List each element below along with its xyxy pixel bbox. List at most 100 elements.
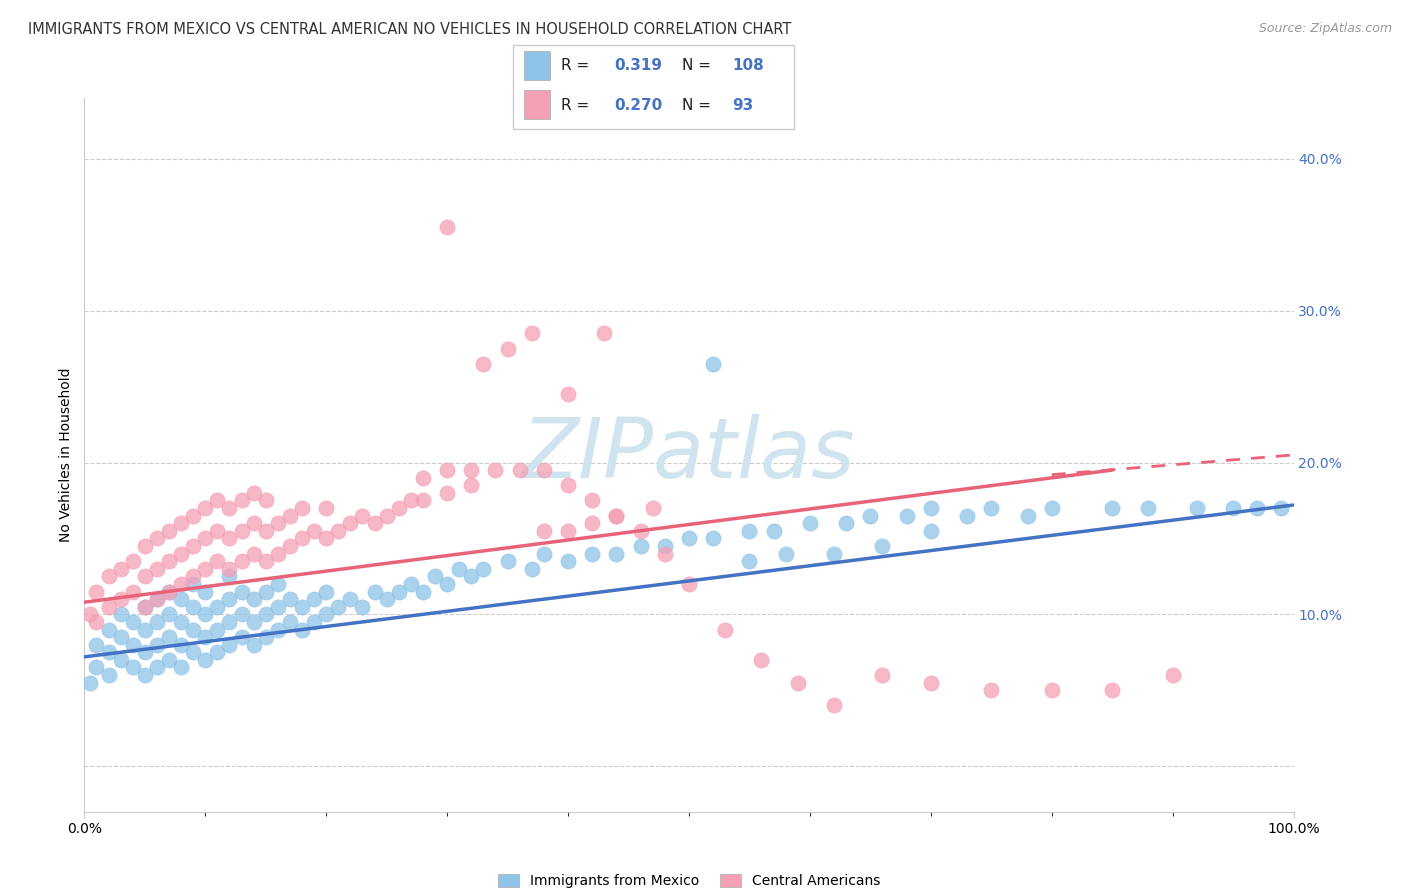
Point [751, 653, 773, 667]
Point [242, 486, 264, 500]
Point [1222, 501, 1244, 516]
Point [254, 607, 277, 622]
Point [110, 607, 132, 622]
Point [86, 638, 108, 652]
Point [121, 660, 143, 674]
Point [231, 607, 253, 622]
Point [134, 569, 156, 583]
Point [267, 516, 290, 531]
Point [170, 592, 193, 607]
Point [678, 532, 700, 546]
Point [581, 516, 603, 531]
Point [157, 584, 180, 599]
Point [520, 562, 543, 576]
Point [738, 524, 761, 538]
Point [207, 554, 229, 568]
Point [775, 547, 797, 561]
Text: Source: ZipAtlas.com: Source: ZipAtlas.com [1258, 22, 1392, 36]
Point [302, 615, 325, 629]
Point [363, 584, 385, 599]
Point [194, 653, 217, 667]
Point [231, 493, 253, 508]
Point [110, 653, 132, 667]
Point [1040, 683, 1063, 698]
Point [170, 615, 193, 629]
Text: N =: N = [682, 98, 716, 113]
Point [449, 562, 471, 576]
Point [533, 524, 555, 538]
Point [423, 569, 446, 583]
Point [170, 547, 193, 561]
Point [181, 623, 204, 637]
Point [170, 516, 193, 531]
Point [157, 653, 180, 667]
Point [436, 486, 458, 500]
Point [254, 630, 277, 644]
Point [97, 623, 120, 637]
Point [352, 508, 374, 523]
Point [207, 645, 229, 659]
Y-axis label: No Vehicles in Household: No Vehicles in Household [59, 368, 73, 542]
Point [872, 539, 894, 553]
Point [920, 501, 942, 516]
Point [278, 539, 301, 553]
FancyBboxPatch shape [524, 51, 550, 80]
Point [799, 516, 821, 531]
Point [134, 599, 156, 614]
Point [678, 577, 700, 591]
Point [157, 630, 180, 644]
Point [738, 554, 761, 568]
Point [242, 638, 264, 652]
Point [194, 501, 217, 516]
Point [1185, 501, 1208, 516]
Point [472, 562, 495, 576]
Text: ZIPatlas: ZIPatlas [522, 415, 856, 495]
Point [328, 599, 350, 614]
Point [291, 501, 314, 516]
Point [267, 577, 290, 591]
Point [79, 675, 101, 690]
Point [170, 577, 193, 591]
Point [194, 532, 217, 546]
Point [242, 516, 264, 531]
Point [533, 547, 555, 561]
Point [291, 623, 314, 637]
Point [146, 562, 169, 576]
Point [315, 501, 337, 516]
Point [254, 493, 277, 508]
Text: 0.319: 0.319 [614, 58, 662, 73]
Point [121, 638, 143, 652]
Point [157, 524, 180, 538]
Point [207, 623, 229, 637]
Point [654, 547, 676, 561]
Point [557, 524, 579, 538]
Point [1246, 501, 1268, 516]
Point [496, 342, 519, 356]
Point [520, 326, 543, 341]
Point [267, 623, 290, 637]
Point [194, 630, 217, 644]
Point [242, 615, 264, 629]
Point [110, 562, 132, 576]
FancyBboxPatch shape [524, 89, 550, 120]
Point [170, 638, 193, 652]
Point [557, 478, 579, 492]
Point [533, 463, 555, 477]
Point [121, 554, 143, 568]
Point [267, 599, 290, 614]
Point [157, 584, 180, 599]
Point [231, 584, 253, 599]
Point [181, 569, 204, 583]
Point [472, 357, 495, 371]
Point [121, 584, 143, 599]
Point [278, 592, 301, 607]
Point [97, 668, 120, 682]
Point [146, 660, 169, 674]
Point [1017, 508, 1039, 523]
Point [1040, 501, 1063, 516]
Point [207, 599, 229, 614]
Point [315, 584, 337, 599]
Point [302, 592, 325, 607]
Point [146, 532, 169, 546]
Point [254, 584, 277, 599]
